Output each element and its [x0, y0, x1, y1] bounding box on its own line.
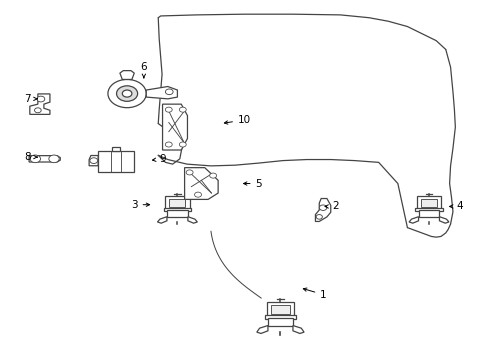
Circle shape: [116, 86, 137, 101]
Circle shape: [165, 142, 172, 147]
Polygon shape: [408, 217, 418, 223]
Polygon shape: [89, 156, 98, 166]
Polygon shape: [184, 168, 218, 199]
Polygon shape: [439, 217, 448, 223]
Bar: [164, 196, 189, 209]
Text: 3: 3: [131, 200, 149, 210]
Text: 1: 1: [303, 288, 326, 300]
Polygon shape: [29, 156, 60, 162]
Circle shape: [194, 192, 201, 197]
Polygon shape: [256, 325, 267, 333]
Circle shape: [165, 89, 173, 95]
Bar: [169, 199, 185, 207]
Bar: [267, 318, 292, 325]
Bar: [414, 208, 442, 211]
Bar: [270, 305, 289, 314]
Circle shape: [186, 170, 193, 175]
Text: 8: 8: [24, 152, 37, 162]
Bar: [416, 196, 441, 209]
Text: 9: 9: [152, 154, 166, 164]
Circle shape: [35, 108, 41, 113]
Text: 7: 7: [24, 94, 37, 104]
Circle shape: [179, 142, 186, 147]
Bar: [264, 315, 295, 319]
Circle shape: [49, 155, 59, 163]
Bar: [166, 211, 187, 217]
Circle shape: [122, 90, 132, 97]
Circle shape: [108, 80, 146, 108]
Circle shape: [179, 107, 186, 112]
Bar: [163, 208, 191, 211]
Bar: [98, 152, 134, 172]
Polygon shape: [292, 325, 304, 333]
Polygon shape: [157, 217, 166, 223]
Polygon shape: [146, 86, 177, 99]
Circle shape: [319, 205, 326, 211]
Text: 5: 5: [243, 179, 262, 189]
Bar: [112, 147, 120, 152]
Text: 4: 4: [449, 202, 463, 211]
Polygon shape: [30, 94, 50, 114]
Circle shape: [30, 155, 41, 163]
Text: 2: 2: [325, 202, 338, 211]
Bar: [420, 199, 436, 207]
Circle shape: [37, 96, 45, 102]
Circle shape: [316, 215, 322, 219]
Polygon shape: [120, 71, 134, 80]
Bar: [418, 211, 439, 217]
Circle shape: [90, 158, 98, 163]
Polygon shape: [187, 217, 197, 223]
Circle shape: [209, 173, 216, 178]
Circle shape: [165, 107, 172, 112]
Text: 10: 10: [224, 115, 250, 125]
Polygon shape: [315, 198, 330, 221]
Text: 6: 6: [140, 62, 147, 78]
Bar: [266, 302, 294, 316]
Polygon shape: [162, 104, 187, 150]
